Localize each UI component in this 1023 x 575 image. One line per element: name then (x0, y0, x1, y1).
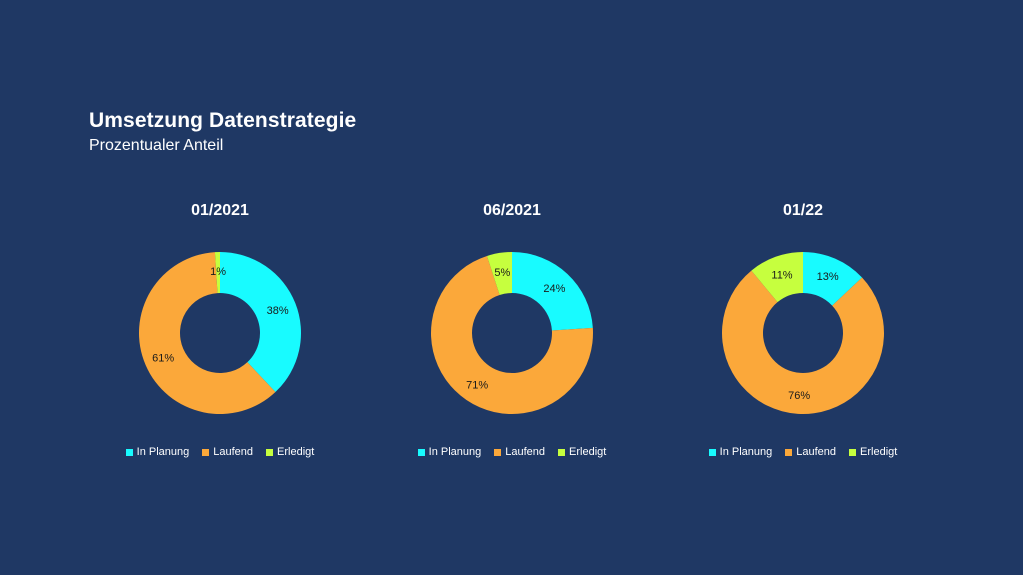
legend-label: Erledigt (569, 446, 607, 458)
donut-slice-in-planung (512, 252, 593, 331)
page-subtitle: Prozentualer Anteil (89, 137, 224, 154)
legend-swatch (558, 448, 566, 456)
chart-title: 06/2021 (483, 202, 541, 219)
legend-swatch (708, 448, 716, 456)
data-label: 38% (267, 305, 289, 317)
chart-legend: In Planung Laufend Erledigt (382, 446, 642, 458)
donut-chart: 38% 61% 1% (139, 252, 301, 414)
legend-swatch (785, 448, 793, 456)
legend-swatch (125, 448, 133, 456)
donut-slice-in-planung (803, 252, 863, 306)
data-label: 1% (210, 266, 226, 278)
data-label: 76% (788, 390, 810, 402)
legend-item-erledigt: Erledigt (849, 446, 897, 458)
donut-slice-erledigt (214, 252, 220, 294)
legend-item-erledigt: Erledigt (558, 446, 606, 458)
legend-item-erledigt: Erledigt (266, 446, 314, 458)
chart-panel-2: 06/2021 24% 71% 5% In Planung Laufend Erle… (382, 196, 642, 476)
legend-item-in-planung: In Planung (708, 446, 773, 458)
legend-swatch (417, 448, 425, 456)
chart-legend: In Planung Laufend Erledigt (673, 446, 933, 458)
legend-item-laufend: Laufend (494, 446, 545, 458)
donut-chart: 24% 71% 5% (431, 252, 593, 414)
legend-label: Erledigt (860, 446, 898, 458)
legend-item-in-planung: In Planung (417, 446, 482, 458)
legend-label: In Planung (428, 446, 482, 458)
legend-swatch (494, 448, 502, 456)
donut-slice-erledigt (486, 252, 512, 295)
chart-panel-1: 01/2021 38% 61% 1% In Planung Laufend Erle… (90, 196, 350, 476)
legend-label: In Planung (136, 446, 190, 458)
legend-label: Erledigt (277, 446, 315, 458)
donut-slice-in-planung (220, 252, 301, 393)
chart-legend: In Planung Laufend Erledigt (90, 446, 350, 458)
data-label: 71% (466, 379, 488, 391)
legend-swatch (202, 448, 210, 456)
legend-label: In Planung (719, 446, 773, 458)
legend-label: Laufend (505, 446, 546, 458)
legend-swatch (849, 448, 857, 456)
data-label: 13% (817, 271, 839, 283)
data-label: 24% (543, 283, 565, 295)
donut-slice-erledigt (751, 252, 803, 303)
legend-label: Laufend (796, 446, 837, 458)
legend-item-laufend: Laufend (785, 446, 836, 458)
legend-item-in-planung: In Planung (125, 446, 190, 458)
donut-slice-laufend (139, 252, 276, 414)
data-label: 11% (771, 270, 792, 282)
legend-swatch (266, 448, 274, 456)
data-label: 61% (152, 353, 174, 365)
page-title: Umsetzung Datenstrategie (89, 109, 357, 132)
donut-slice-laufend (722, 270, 884, 414)
chart-title: 01/22 (782, 202, 824, 219)
donut-slice-laufend (431, 255, 593, 414)
legend-label: Laufend (213, 446, 254, 458)
donut-chart: 13% 76% 11% (722, 252, 884, 414)
legend-item-laufend: Laufend (202, 446, 253, 458)
chart-title: 01/2021 (191, 202, 249, 219)
chart-panel-3: 01/22 13% 76% 11% In Planung Laufend Erled… (673, 196, 933, 476)
data-label: 5% (494, 267, 510, 279)
